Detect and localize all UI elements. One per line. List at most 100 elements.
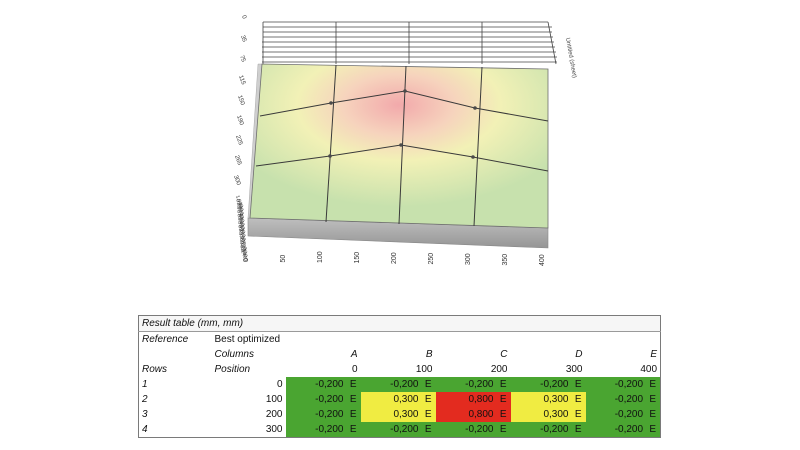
tick-label: 0,300 <box>236 221 246 235</box>
cell-value: -0,200 <box>315 424 344 435</box>
tick-label: 150 <box>236 95 245 107</box>
cell-unit: E <box>424 424 432 435</box>
cell-value: -0,200 <box>315 409 344 420</box>
tick-label: -0,200 <box>238 239 249 255</box>
value-cell: 0,300 E <box>360 407 436 422</box>
row-position: 300 <box>265 424 283 435</box>
value-cell: 0,800 E <box>435 392 511 407</box>
reference-label: Reference <box>142 334 189 345</box>
cell-unit: E <box>424 394 432 405</box>
cell-unit: E <box>574 409 582 420</box>
cell-value: -0,200 <box>614 379 644 390</box>
tick-label: 0,000 <box>237 232 247 246</box>
result-table: Result table (mm, mm) Reference Best opt… <box>138 315 662 438</box>
tick-label: 0,200 <box>236 224 246 238</box>
heat-surface <box>249 63 549 229</box>
column-letter: D <box>575 349 583 360</box>
tick-label: 200 <box>391 252 398 264</box>
tick-label: -0,300 <box>238 243 249 259</box>
value-cell: 0,300 E <box>360 392 436 407</box>
cell-unit: E <box>349 424 357 435</box>
column-letter: E <box>650 349 658 360</box>
table-row: 3 200 -0,200 E 0,300 E 0,800 E 0,300 E -0,20… <box>139 407 661 422</box>
column-position: 100 <box>415 364 433 375</box>
cell-unit: E <box>574 424 582 435</box>
value-cell: 0,300 E <box>510 407 586 422</box>
cell-unit: E <box>424 409 432 420</box>
tick-label: -0,100 <box>237 235 248 251</box>
tick-label: 150 <box>354 252 361 264</box>
rows-label: Rows <box>142 364 168 375</box>
cell-value: -0,200 <box>465 379 494 390</box>
cell-value: -0,200 <box>315 394 344 405</box>
tick-label: 0,700 <box>235 206 245 220</box>
x-axis-tick-labels: 0 50 100 150 200 250 300 350 400 <box>243 251 546 266</box>
tick-label: 0,600 <box>235 209 245 223</box>
tick-label: 50 <box>280 255 287 263</box>
tick-label: -0,400 <box>238 247 249 263</box>
value-cell: -0,200 E <box>285 422 361 438</box>
cell-unit: E <box>349 409 357 420</box>
cell-value: -0,200 <box>390 379 419 390</box>
table-row: 2 100 -0,200 E 0,300 E 0,800 E 0,300 E -0,20… <box>139 392 661 407</box>
cell-value: -0,200 <box>540 424 569 435</box>
cell-value: -0,200 <box>614 409 644 420</box>
cell-unit: E <box>349 394 357 405</box>
table-title: Result table (mm, mm) <box>138 315 661 332</box>
cell-unit: E <box>649 394 657 405</box>
tick-label: 0,800 <box>235 202 245 216</box>
value-cell: -0,200 E <box>585 377 661 392</box>
row-position: 0 <box>276 379 283 390</box>
row-id: 3 <box>142 409 148 420</box>
value-cell: -0,200 E <box>285 392 361 407</box>
column-letter: A <box>350 349 358 360</box>
cell-value: -0,200 <box>390 424 419 435</box>
cell-unit: E <box>499 379 507 390</box>
tick-label: 400 <box>539 254 546 266</box>
column-letter: C <box>500 349 508 360</box>
tick-label: 265 <box>233 155 242 167</box>
row-id: 4 <box>142 424 148 435</box>
cell-value: -0,200 <box>540 379 569 390</box>
surface-nodes <box>328 89 477 159</box>
row-position: 100 <box>265 394 283 405</box>
value-cell: -0,200 E <box>285 407 361 422</box>
column-position: 0 <box>351 364 358 375</box>
cell-unit: E <box>499 394 507 405</box>
cell-value: 0,800 <box>468 409 494 420</box>
columns-label: Columns <box>214 349 254 360</box>
tick-label: 100 <box>317 251 324 263</box>
value-cell: -0,200 E <box>435 422 511 438</box>
cell-value: 0,300 <box>393 409 419 420</box>
cell-value: -0,200 <box>465 424 494 435</box>
cell-unit: E <box>574 394 582 405</box>
cell-value: 0,300 <box>543 409 569 420</box>
tick-label: 0,900 <box>234 198 244 212</box>
tick-label: 250 <box>428 253 435 265</box>
cell-unit: E <box>649 379 657 390</box>
tick-label: 0 <box>243 258 250 262</box>
reference-value: Best optimized <box>214 334 281 345</box>
cell-value: -0,200 <box>614 394 644 405</box>
cell-unit: E <box>424 379 432 390</box>
table-row: 4 300 -0,200 E -0,200 E -0,200 E -0,200 E -0… <box>139 422 661 438</box>
cell-unit: E <box>649 424 657 435</box>
value-cell: -0,200 E <box>510 377 586 392</box>
back-wall-grid <box>262 21 557 65</box>
value-cell: -0,200 E <box>435 377 511 392</box>
tick-label: 75 <box>238 55 246 64</box>
value-cell: -0,200 E <box>285 377 361 392</box>
value-cell: 0,300 E <box>510 392 586 407</box>
cell-unit: E <box>574 379 582 390</box>
cell-unit: E <box>649 409 657 420</box>
column-position: 400 <box>640 364 658 375</box>
cell-unit: E <box>349 379 357 390</box>
value-cell: -0,200 E <box>585 407 661 422</box>
tick-label: 190 <box>235 115 244 127</box>
tick-label: 115 <box>237 75 246 87</box>
column-position: 200 <box>490 364 508 375</box>
tick-label: 0,400 <box>236 217 246 231</box>
value-cell: -0,200 E <box>585 392 661 407</box>
y-axis-tick-labels: 0 35 75 115 150 190 225 265 300 <box>232 15 247 187</box>
